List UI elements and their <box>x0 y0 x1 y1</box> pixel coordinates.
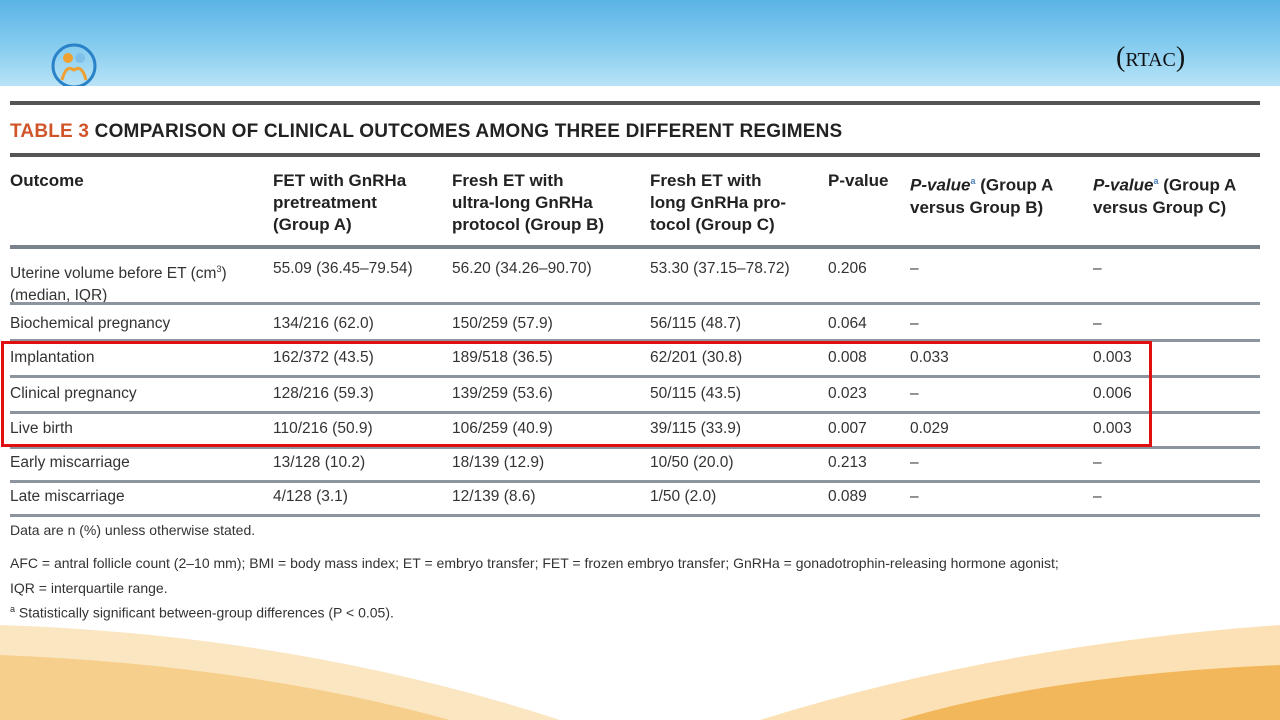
table-cell: 0.029 <box>910 420 949 437</box>
row-divider <box>10 514 1260 517</box>
table-cell: 10/50 (20.0) <box>650 454 734 471</box>
table-header-rule <box>10 153 1260 157</box>
table-cell: – <box>910 488 919 505</box>
row-divider <box>10 302 1260 305</box>
table-cell: 150/259 (57.9) <box>452 315 553 332</box>
table-cell: 128/216 (59.3) <box>273 385 374 402</box>
column-header: P-value <box>828 171 889 190</box>
highlight-box <box>1 341 1152 447</box>
row-label: Live birth <box>10 420 73 437</box>
table-cell: 0.206 <box>828 260 867 277</box>
column-header: Fresh ET with long GnRHa pro-tocol (Group… <box>650 171 786 234</box>
table-top-rule <box>10 101 1260 105</box>
row-divider <box>10 411 1260 414</box>
row-divider <box>10 339 1260 342</box>
table-cell: 0.006 <box>1093 385 1132 402</box>
table-cell: 0.007 <box>828 420 867 437</box>
table-cell: 0.213 <box>828 454 867 471</box>
table-cell: – <box>910 454 919 471</box>
table-cell: 110/216 (50.9) <box>273 420 373 437</box>
table-cell: 0.003 <box>1093 349 1132 366</box>
table-cell: – <box>910 315 919 332</box>
table-cell: 139/259 (53.6) <box>452 385 553 402</box>
footnote-abbrev-2: IQR = interquartile range. <box>10 580 168 596</box>
table-cell: 0.089 <box>828 488 867 505</box>
table-cell: 0.003 <box>1093 420 1132 437</box>
row-label: Late miscarriage <box>10 488 125 505</box>
table-cell: 162/372 (43.5) <box>273 349 374 366</box>
rtac-logo: (RTAC) <box>1116 42 1186 73</box>
row-label: Biochemical pregnancy <box>10 315 171 332</box>
row-divider <box>10 480 1260 483</box>
table-cell: – <box>1093 488 1102 505</box>
table-cell: – <box>1093 454 1102 471</box>
row-label: Implantation <box>10 349 95 366</box>
table-cell: 56.20 (34.26–90.70) <box>452 260 592 277</box>
table-cell: 4/128 (3.1) <box>273 488 348 505</box>
table-cell: 62/201 (30.8) <box>650 349 743 366</box>
table-cell: 18/139 (12.9) <box>452 454 545 471</box>
column-header: Fresh ET with ultra-long GnRHa protocol (G… <box>452 171 605 234</box>
footnote-abbrev-1: AFC = antral follicle count (2–10 mm); B… <box>10 555 1059 571</box>
table-cell: 39/115 (33.9) <box>650 420 742 437</box>
table-cell: 0.064 <box>828 315 867 332</box>
table-cell: 0.023 <box>828 385 867 402</box>
table-cell: 53.30 (37.15–78.72) <box>650 260 790 277</box>
row-divider <box>10 375 1260 378</box>
table-cell: 0.033 <box>910 349 949 366</box>
table-cell: 1/50 (2.0) <box>650 488 717 505</box>
table-cell: 134/216 (62.0) <box>273 315 374 332</box>
column-header: Outcome <box>10 171 84 190</box>
table-cell: – <box>910 260 919 277</box>
table-title: TABLE 3 COMPARISON OF CLINICAL OUTCOMES … <box>10 121 843 142</box>
row-divider <box>10 446 1260 449</box>
table-cell: – <box>1093 315 1102 332</box>
row-label: Early miscarriage <box>10 454 130 471</box>
table-cell: 0.008 <box>828 349 867 366</box>
slide-banner <box>0 0 1280 86</box>
table-cell: 189/518 (36.5) <box>452 349 553 366</box>
footnote-data: Data are n (%) unless otherwise stated. <box>10 522 256 538</box>
table-cell: 13/128 (10.2) <box>273 454 366 471</box>
footnote-significance: a Statistically significant between-grou… <box>10 604 394 621</box>
table-cell: – <box>910 385 919 402</box>
table-cell: 106/259 (40.9) <box>452 420 553 437</box>
decorative-waves <box>0 625 1280 720</box>
table-cell: 50/115 (43.5) <box>650 385 742 402</box>
clinic-logo-icon <box>51 43 97 88</box>
table-cell: 56/115 (48.7) <box>650 315 742 332</box>
row-label: Uterine volume before ET (cm3) (median, I… <box>10 264 227 305</box>
row-label: Clinical pregnancy <box>10 385 137 402</box>
column-header: FET with GnRHa pretreatment (Group A) <box>273 171 407 234</box>
table-cell: 12/139 (8.6) <box>452 488 536 505</box>
table-cell: – <box>1093 260 1102 277</box>
table-cell: 55.09 (36.45–79.54) <box>273 260 413 277</box>
slide-body <box>0 86 1280 720</box>
header-bottom-rule <box>10 245 1260 249</box>
